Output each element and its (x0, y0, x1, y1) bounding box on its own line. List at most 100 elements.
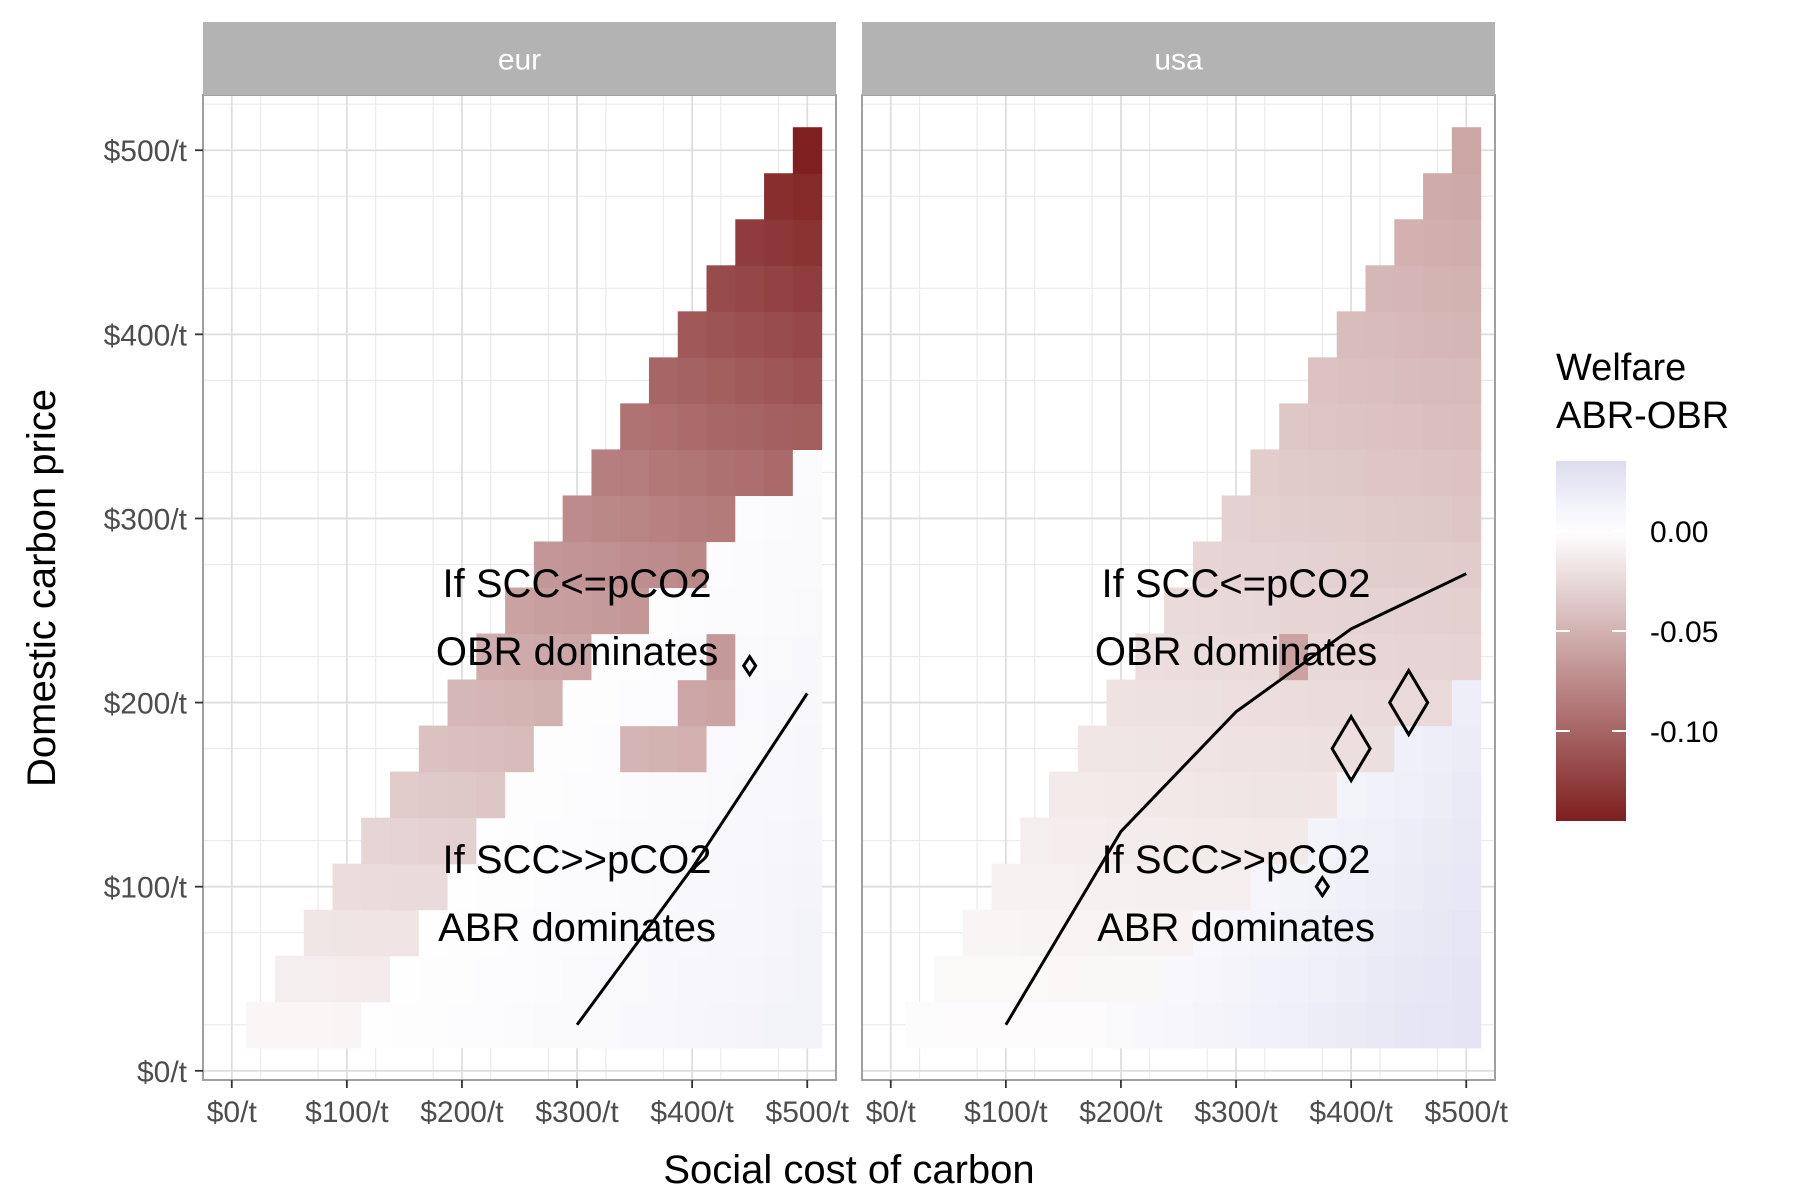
heatmap-cell (533, 541, 564, 589)
heatmap-cell (447, 771, 477, 819)
heatmap-cell (303, 955, 334, 1003)
heatmap-cell (1336, 817, 1367, 865)
heatmap-cell (303, 1001, 334, 1049)
heatmap-cell (991, 863, 1021, 911)
heatmap-cell (1451, 127, 1482, 174)
heatmap-cell (1192, 863, 1223, 911)
heatmap-cell (1164, 633, 1194, 681)
heatmap-cell (1394, 449, 1424, 497)
heatmap-cell (648, 771, 679, 819)
heatmap-cell (677, 679, 708, 727)
heatmap-cell (1250, 817, 1280, 865)
heatmap-cell (1020, 817, 1050, 865)
heatmap-cell (1221, 909, 1252, 957)
heatmap-cell (735, 495, 765, 543)
heatmap-cell (447, 679, 477, 727)
heatmap-cell (1279, 817, 1309, 865)
heatmap-cell (677, 1001, 708, 1049)
heatmap-cell (792, 633, 823, 681)
heatmap-cell (1250, 909, 1280, 957)
heatmap-cell (1106, 1001, 1136, 1049)
heatmap-cell (764, 633, 794, 681)
heatmap-cell (792, 265, 823, 312)
heatmap-cell (1279, 1001, 1309, 1049)
heatmap-cell (1250, 679, 1280, 727)
heatmap-cell (648, 725, 679, 773)
heatmap-cell (677, 863, 708, 911)
heatmap-cell (1394, 771, 1424, 819)
heatmap-cell (1423, 817, 1453, 865)
heatmap-cell (677, 541, 708, 589)
heatmap-cell (1279, 863, 1309, 911)
heatmap-cell (361, 955, 391, 1003)
heatmap-cell (591, 771, 621, 819)
heatmap-cell (533, 633, 564, 681)
heatmap-cell (591, 955, 621, 1003)
heatmap-cell (1451, 495, 1482, 543)
heatmap-cell (1077, 1001, 1108, 1049)
heatmap-cell (1192, 771, 1223, 819)
heatmap-cell (620, 403, 650, 451)
heatmap-cell (591, 679, 621, 727)
heatmap-cell (1192, 633, 1223, 681)
heatmap-cell (533, 725, 564, 773)
heatmap-cell (648, 633, 679, 681)
heatmap-cell (447, 817, 477, 865)
heatmap-cell (991, 909, 1021, 957)
heatmap-cell (1192, 817, 1223, 865)
heatmap-cell (332, 863, 362, 911)
annotation-label: If SCC<=pCO2 (1102, 562, 1371, 606)
heatmap-cell (1221, 1001, 1252, 1049)
heatmap-cell (792, 219, 823, 266)
heatmap-cell (1164, 909, 1194, 957)
heatmap-cell (764, 909, 794, 957)
heatmap-cell (476, 633, 506, 681)
heatmap-cell (620, 449, 650, 497)
heatmap-cell (1365, 449, 1395, 497)
heatmap-cell (418, 725, 449, 773)
heatmap-cell (1423, 219, 1453, 266)
heatmap-cell (1250, 541, 1280, 589)
heatmap-cell (706, 357, 736, 404)
annotation-label: If SCC>>pCO2 (443, 838, 712, 882)
heatmap-cell (476, 909, 506, 957)
y-tick-label: $0/t (137, 1056, 188, 1089)
heatmap-cell (764, 219, 794, 266)
heatmap-cell (418, 817, 449, 865)
heatmap-cell (677, 725, 708, 773)
heatmap-cell (1307, 449, 1338, 497)
heatmap-cell (418, 955, 449, 1003)
heatmap-cell (505, 587, 535, 635)
heatmap-cell (792, 909, 823, 957)
heatmap-cell (1077, 909, 1108, 957)
heatmap-cell (1164, 725, 1194, 773)
heatmap-cell (1365, 863, 1395, 911)
heatmap-cell (677, 817, 708, 865)
heatmap-cell (1192, 541, 1223, 589)
heatmap-cell (390, 771, 420, 819)
heatmap-cell (1221, 955, 1252, 1003)
heatmap-cell (1423, 311, 1453, 358)
heatmap-cell (764, 541, 794, 589)
heatmap-cell (1279, 725, 1309, 773)
contour-diamond (1314, 874, 1331, 899)
heatmap-cell (562, 679, 593, 727)
heatmap-cell (620, 679, 650, 727)
heatmap-cell (1221, 633, 1252, 681)
heatmap-cell (591, 587, 621, 635)
heatmap-cell (1336, 495, 1367, 543)
x-tick-label: $100/t (964, 1096, 1048, 1129)
heatmap-cell (648, 1001, 679, 1049)
heatmap-cell (1221, 771, 1252, 819)
heatmap-cell (505, 771, 535, 819)
x-tick-label: $300/t (1194, 1096, 1278, 1129)
heatmap-cell (648, 541, 679, 589)
heatmap-cell (905, 1001, 935, 1049)
heatmap-cell (1250, 771, 1280, 819)
heatmap-cell (1365, 771, 1395, 819)
heatmap-cell (1279, 679, 1309, 727)
heatmap-cell (620, 633, 650, 681)
heatmap-cell (1106, 863, 1136, 911)
heatmap-cell (1336, 449, 1367, 497)
heatmap-cell (620, 955, 650, 1003)
